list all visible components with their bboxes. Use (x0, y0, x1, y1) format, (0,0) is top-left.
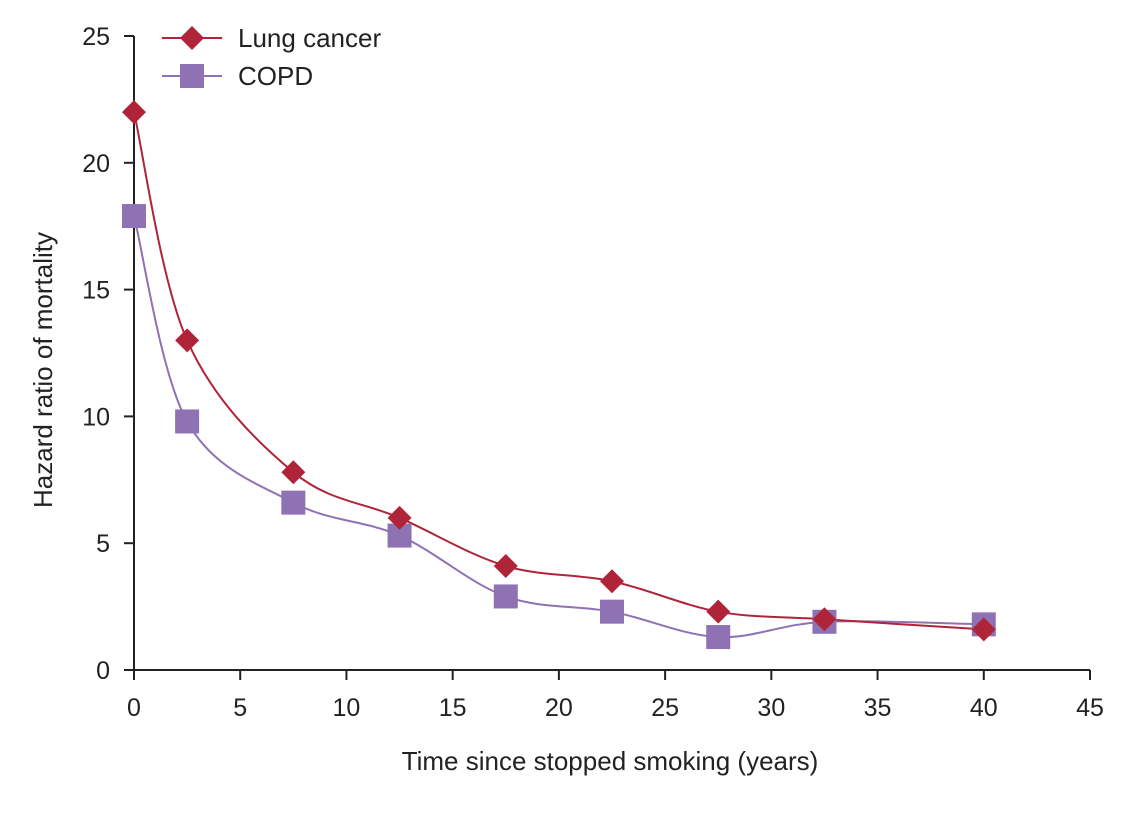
y-tick-label: 5 (96, 530, 110, 558)
ticks: 0 5 10 15 20 25 30 35 40 45 0 5 10 15 20 25 (82, 23, 1104, 722)
y-axis-title: Hazard ratio of mortality (28, 232, 58, 508)
x-tick-label: 30 (757, 694, 785, 722)
x-tick-label: 5 (233, 694, 247, 722)
data-point-lung-cancer (281, 460, 306, 485)
legend-marker (180, 26, 204, 50)
x-tick-label: 45 (1076, 694, 1104, 722)
legend-label: COPD (238, 61, 313, 91)
y-tick-label: 20 (82, 150, 110, 178)
x-axis-title: Time since stopped smoking (years) (402, 746, 819, 776)
data-point-lung-cancer (812, 607, 837, 632)
data-point-lung-cancer (122, 100, 146, 125)
data-point-copd (175, 409, 200, 434)
x-tick-label: 15 (439, 694, 467, 722)
data-point-copd (600, 599, 624, 624)
data-point-copd (281, 490, 306, 515)
legend-label: Lung cancer (238, 23, 381, 53)
y-tick-label: 0 (96, 657, 110, 685)
data-point-lung-cancer (493, 554, 518, 579)
x-tick-label: 10 (333, 694, 361, 722)
data-point-lung-cancer (706, 599, 731, 624)
data-point-copd (122, 204, 146, 229)
axes (133, 36, 1090, 671)
series-markers (122, 100, 996, 650)
y-tick-label: 25 (82, 23, 110, 51)
data-point-lung-cancer (387, 505, 412, 530)
x-tick-label: 35 (864, 694, 892, 722)
x-tick-label: 25 (651, 694, 679, 722)
series-line-lung-cancer (133, 111, 984, 631)
x-tick-label: 20 (545, 694, 573, 722)
data-point-copd (493, 584, 518, 609)
x-tick-label: 0 (127, 694, 141, 722)
data-point-lung-cancer (971, 617, 996, 642)
data-point-copd (706, 625, 731, 650)
y-tick-label: 10 (82, 403, 110, 431)
legend: Lung cancer COPD (162, 23, 381, 91)
data-point-lung-cancer (175, 328, 200, 353)
legend-marker (180, 64, 204, 88)
data-point-lung-cancer (600, 569, 624, 594)
series-lines (133, 111, 984, 639)
x-tick-label: 40 (970, 694, 998, 722)
y-tick-label: 15 (82, 277, 110, 305)
